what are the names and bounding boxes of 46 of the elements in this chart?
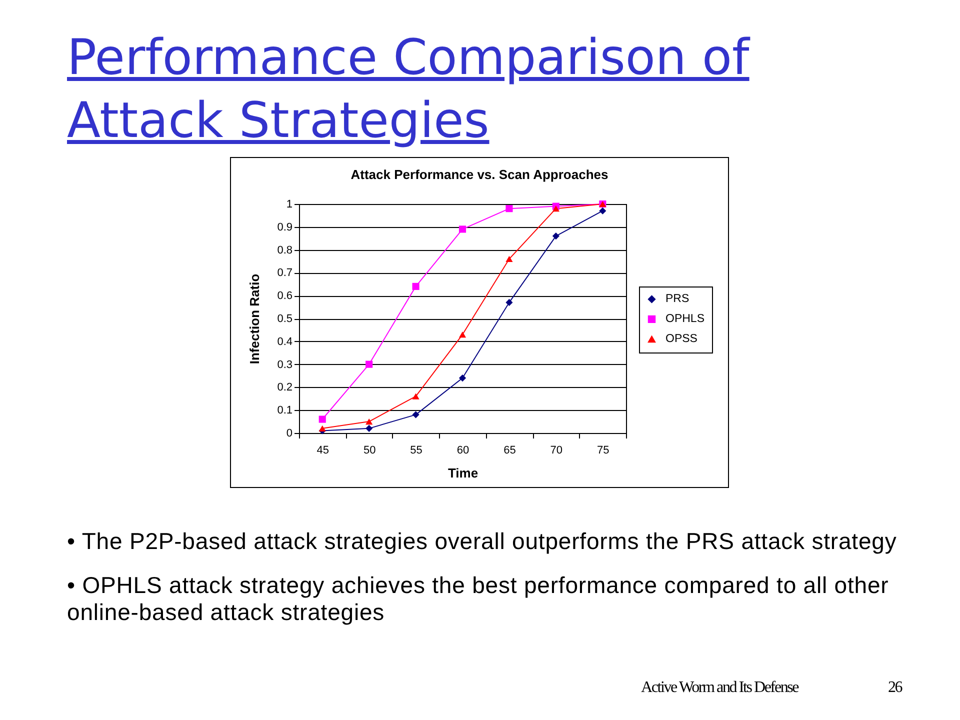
text: Active Worm and Its Defense bbox=[641, 679, 798, 697]
point bbox=[412, 411, 420, 418]
point bbox=[552, 232, 560, 240]
y-axis-title: Infection Ratio bbox=[247, 274, 262, 364]
x-tick-label: 75 bbox=[597, 444, 610, 456]
y-tick-label: 0.7 bbox=[277, 267, 292, 280]
text: • OPHLS attack strategy achieves the best performance compared to all other online-based attack strategies bbox=[67, 572, 890, 626]
y-tick-label: 1 bbox=[286, 198, 292, 210]
chart-title: Performance Comparison of Attack Strategies bbox=[67, 28, 752, 151]
y-tick-label: 0.1 bbox=[277, 404, 292, 417]
point bbox=[506, 205, 513, 212]
text: • The P2P-based attack strategies overall outperforms the PRS attack strategy bbox=[67, 528, 898, 555]
point bbox=[506, 298, 513, 306]
legend-label: PRS bbox=[666, 293, 690, 306]
point bbox=[366, 424, 373, 432]
point bbox=[318, 425, 326, 432]
x-tick-label: 65 bbox=[504, 444, 516, 456]
point bbox=[458, 226, 466, 233]
point bbox=[599, 207, 606, 214]
point bbox=[318, 416, 326, 423]
text: 26 bbox=[888, 679, 902, 697]
point bbox=[458, 331, 466, 338]
x-tick-label: 50 bbox=[363, 444, 376, 456]
y-tick-label: 0.9 bbox=[277, 221, 292, 234]
y-tick-label: 0.5 bbox=[277, 313, 292, 325]
x-tick-label: 55 bbox=[410, 444, 422, 456]
point bbox=[552, 206, 560, 212]
point bbox=[412, 282, 420, 290]
x-axis-title: Time bbox=[448, 466, 478, 480]
y-tick-label: 0 bbox=[286, 428, 292, 440]
y-tick-label: 0.8 bbox=[277, 244, 292, 256]
y-tick-label: 0.3 bbox=[277, 358, 292, 371]
x-tick-label: 45 bbox=[316, 444, 329, 456]
legend-label: OPHLS bbox=[666, 313, 705, 326]
point bbox=[366, 360, 373, 368]
y-tick-label: 0.6 bbox=[277, 290, 292, 302]
point bbox=[506, 256, 513, 262]
legend-label: OPSS bbox=[666, 333, 698, 346]
y-tick-label: 0.4 bbox=[277, 336, 292, 348]
y-tick-label: 0.2 bbox=[277, 382, 292, 394]
chart-subtitle: Attack Performance vs. Scan Approaches bbox=[350, 167, 608, 182]
point bbox=[366, 418, 373, 425]
x-tick-label: 70 bbox=[550, 444, 563, 456]
x-tick-label: 60 bbox=[456, 444, 470, 456]
point bbox=[458, 374, 466, 382]
point bbox=[412, 393, 420, 400]
